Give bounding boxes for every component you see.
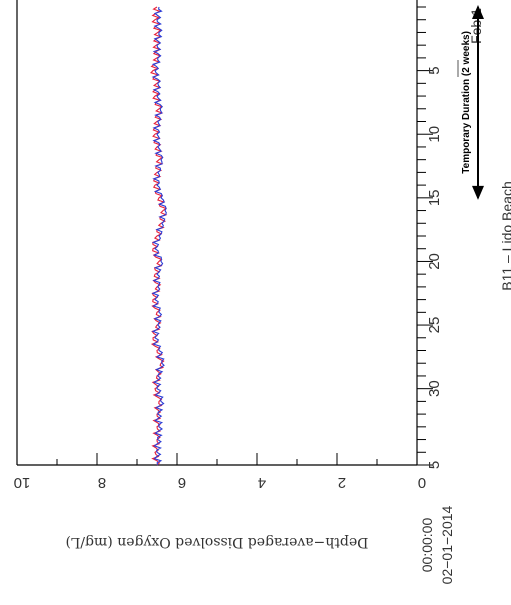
x-tick-label: 5 [426,461,443,469]
y-tick-label: 10 [14,474,31,491]
x-tick-label: 15 [426,189,443,206]
y-tick-label: 8 [98,474,106,491]
y-tick-label: 6 [178,474,186,491]
x-tick-label: 25 [426,317,443,334]
origin-date-label: 02−01−2014 [439,505,455,584]
series-line-1 [149,6,168,466]
annotation-label: Temporary Duration (2 weeks) [461,31,472,174]
y-axis-label: Depth−averaged Dissolved Oxygen (mg/L) [66,534,369,550]
series-line-2 [151,6,167,466]
y-tick-label: 0 [418,474,426,491]
plot-frame [16,0,418,466]
x-axis-ticks: 5 10 15 20 25 30 5 [417,6,443,469]
series-lines [149,6,168,466]
x-tick-label: 30 [426,380,443,397]
chart-title: B11 – Lido Beach [499,181,511,291]
origin-time-label: 00:00:00 [419,518,435,573]
y-tick-label: 4 [258,474,266,491]
x-tick-label: 20 [426,253,443,270]
y-tick-label: 2 [338,474,346,491]
annotation-arrowhead-end [472,185,484,200]
annotation-arrowhead-start [472,5,484,19]
x-tick-label: 10 [426,126,443,143]
x-tick-label: 5 [426,66,443,74]
temporary-duration-annotation: Temporary Duration (2 weeks) [461,5,484,200]
y-axis-ticks: 0 2 4 6 8 10 [14,453,426,491]
